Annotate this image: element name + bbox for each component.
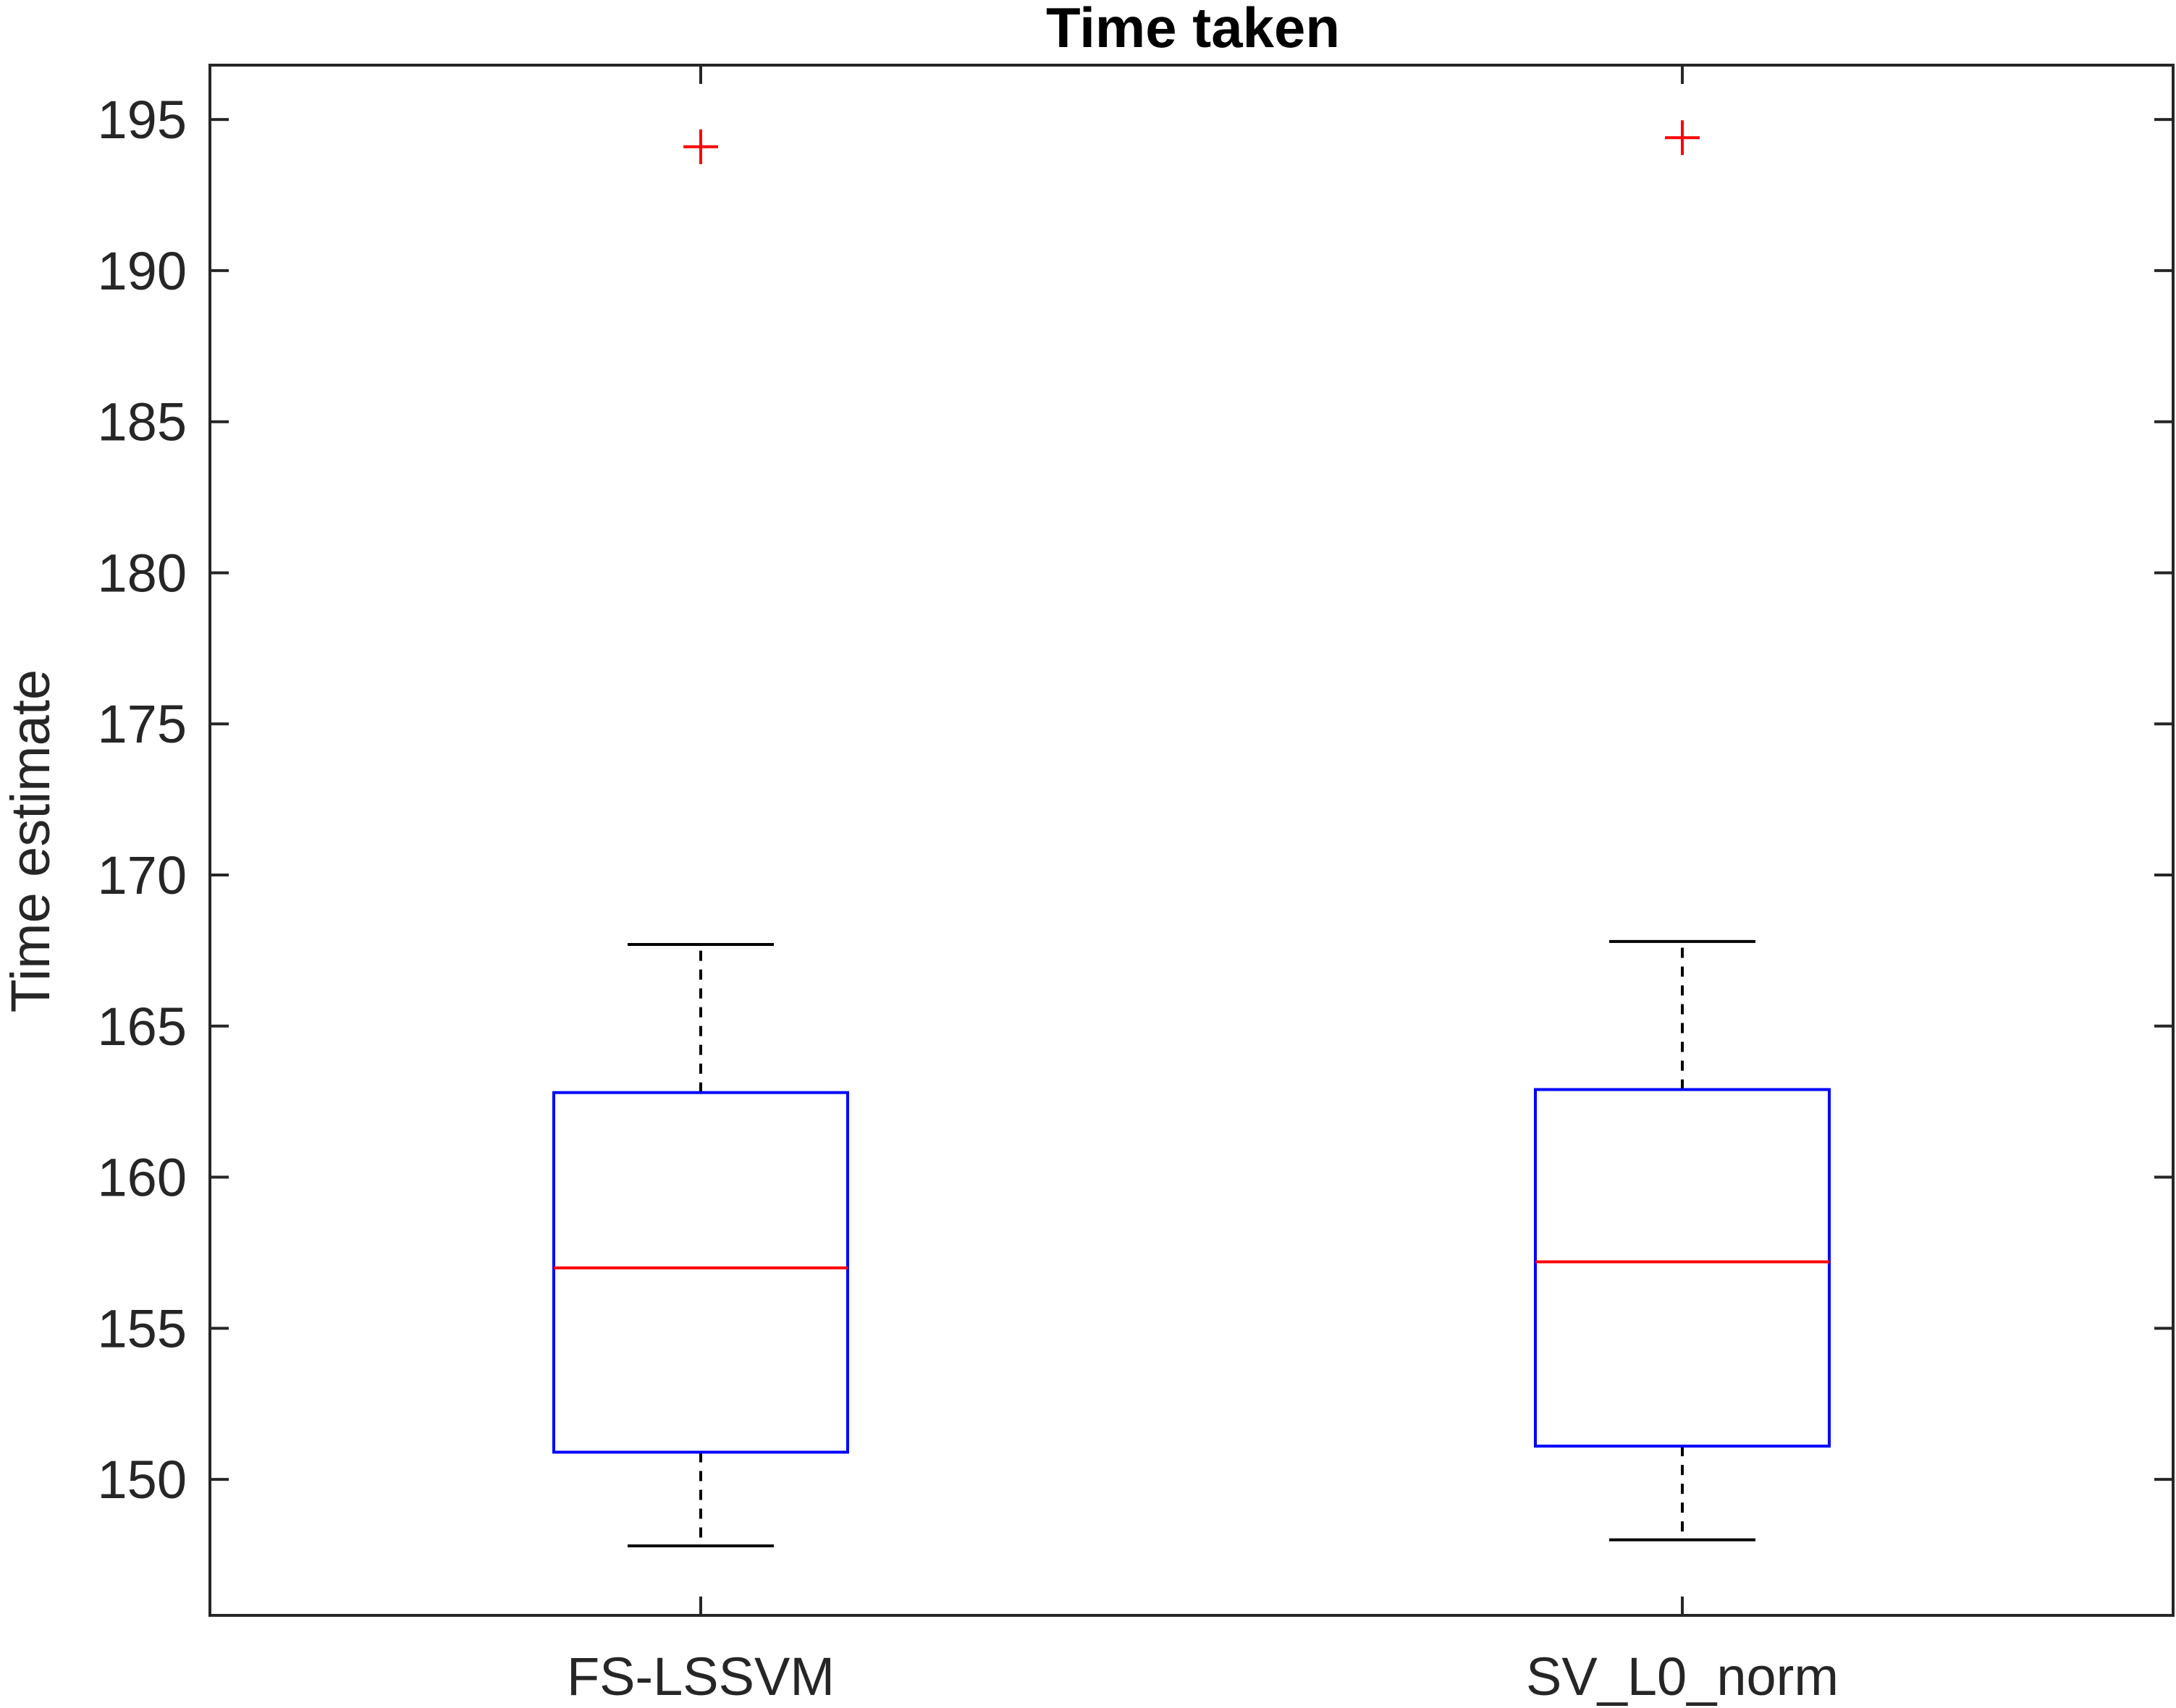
y-tick-label: 160 bbox=[98, 1148, 187, 1208]
y-tick-label: 165 bbox=[98, 997, 187, 1057]
y-axis-label: Time estimate bbox=[0, 669, 62, 1012]
y-tick-label: 175 bbox=[98, 694, 187, 754]
x-tick-label: FS-LSSVM bbox=[567, 1646, 835, 1707]
y-tick-label: 185 bbox=[98, 392, 187, 452]
y-tick-label: 155 bbox=[98, 1298, 187, 1358]
y-tick-label: 195 bbox=[98, 90, 187, 150]
outlier-marker bbox=[1665, 120, 1700, 156]
y-tick-label: 170 bbox=[98, 845, 187, 905]
box-fs-lssvm bbox=[552, 129, 849, 1547]
interquartile-box bbox=[552, 1091, 849, 1454]
y-tick-label: 180 bbox=[98, 543, 187, 603]
y-tick-label: 150 bbox=[98, 1450, 187, 1510]
x-axis: FS-LSSVM SV_L0_norm bbox=[567, 65, 1839, 1707]
x-tick-label: SV_L0_norm bbox=[1526, 1646, 1839, 1707]
chart-title: Time taken bbox=[1046, 0, 1340, 59]
box-plot-series bbox=[552, 120, 1831, 1547]
y-axis: 150 155 160 165 170 175 180 185 190 195 bbox=[98, 90, 2173, 1510]
plot-area bbox=[208, 64, 2175, 1617]
outlier-marker bbox=[683, 129, 718, 164]
box-sv-l0-norm bbox=[1534, 120, 1831, 1542]
y-tick-label: 190 bbox=[98, 241, 187, 301]
interquartile-box bbox=[1534, 1088, 1831, 1448]
